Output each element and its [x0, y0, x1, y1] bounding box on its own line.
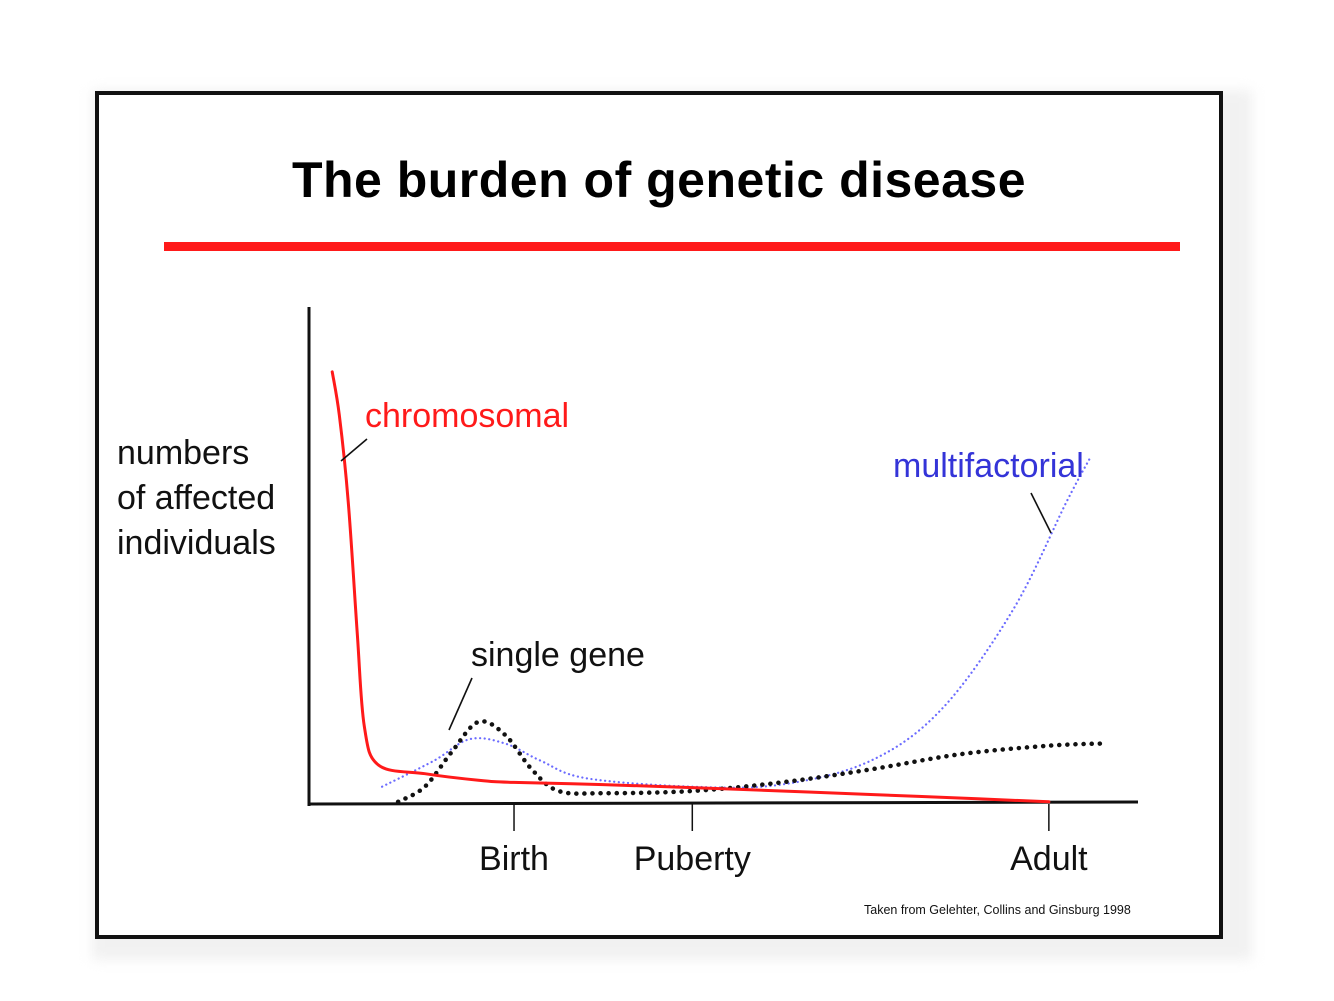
- annotation-label-chromosomal: chromosomal: [365, 397, 569, 435]
- y-axis-label-line-3: individuals: [117, 524, 276, 562]
- chart-axes: [307, 307, 1139, 806]
- y-axis-label-line-1: numbers: [117, 434, 250, 472]
- series-layer: [330, 370, 1105, 805]
- y-axis-label: numbers of affected individuals: [117, 431, 276, 566]
- series-line-chromosomal: [330, 370, 1051, 804]
- annotation-leader-multifactorial: [1030, 492, 1052, 534]
- slide-title: The burden of genetic disease: [291, 152, 1027, 208]
- x-axis-ticks: Birth Puberty Adult: [479, 804, 1088, 878]
- x-tick-label-birth: Birth: [479, 840, 549, 878]
- series-line-multifactorial: [381, 457, 1091, 789]
- title-rule: [164, 242, 1180, 251]
- x-tick-label-puberty: Puberty: [634, 840, 751, 878]
- x-tick-label-adult: Adult: [1010, 840, 1088, 878]
- genetic-disease-chart: Birth Puberty Adult chromosomal single gene…: [307, 307, 1139, 878]
- annotation-label-multifactorial: multifactorial: [893, 447, 1084, 485]
- annotation-label-single-gene: single gene: [471, 636, 645, 674]
- annotation-leader-single-gene: [448, 677, 473, 731]
- annotation-layer: chromosomal single gene multifactorial: [340, 397, 1084, 731]
- x-axis-line: [308, 800, 1139, 806]
- source-note: Taken from Gelehter, Collins and Ginsbur…: [864, 903, 1131, 917]
- series-line-single-gene: [395, 719, 1105, 805]
- y-axis-label-line-2: of affected: [117, 479, 276, 517]
- annotation-leader-chromosomal: [340, 438, 368, 462]
- slide: The burden of genetic disease numbers of…: [95, 91, 1223, 939]
